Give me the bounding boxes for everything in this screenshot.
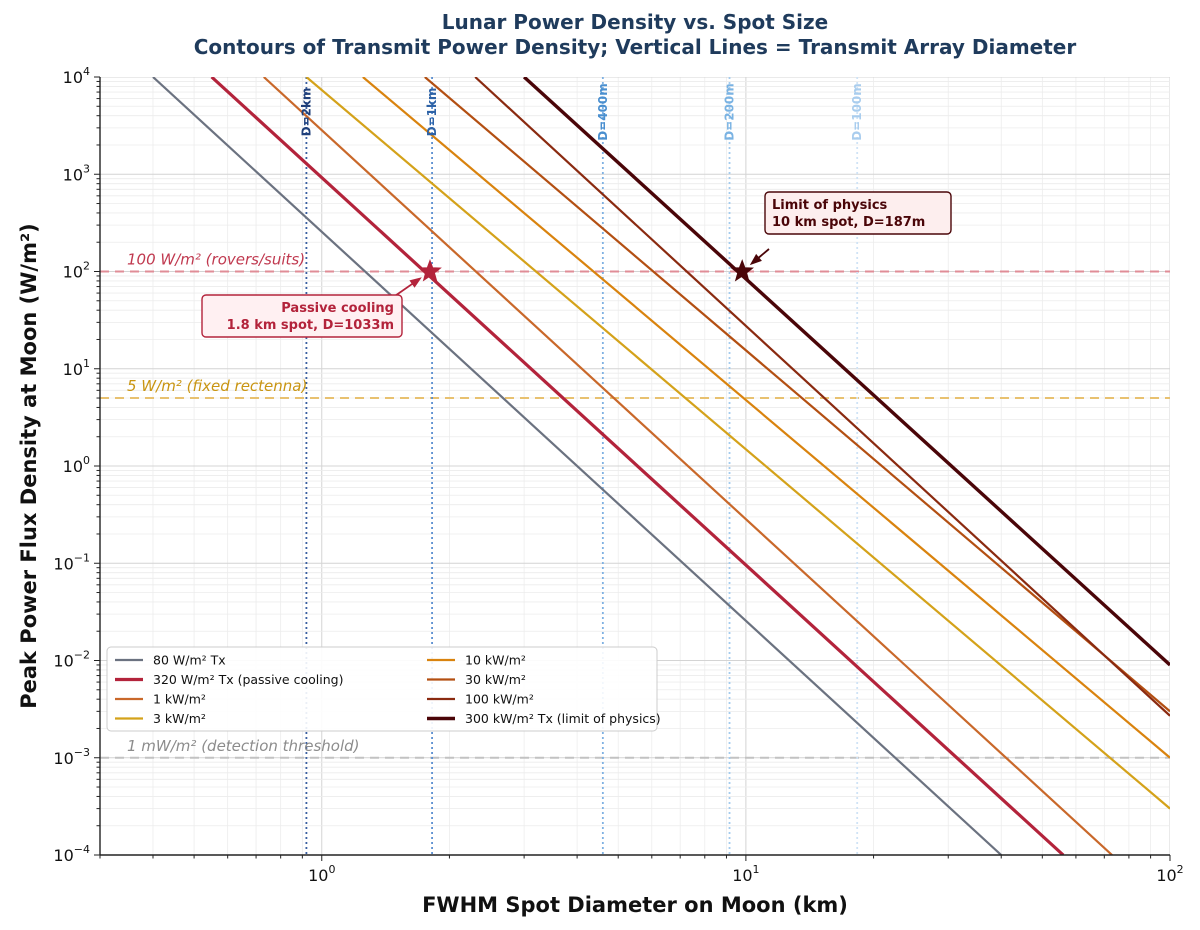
reference-line-label: 1 mW/m² (detection threshold): [127, 737, 360, 755]
series-line: [152, 77, 1002, 855]
series-line: [522, 77, 1170, 667]
chart-title: Lunar Power Density vs. Spot Size: [442, 10, 828, 34]
legend-label: 300 kW/m² Tx (limit of physics): [465, 711, 661, 726]
marker-star: [730, 259, 754, 282]
y-tick-label: 103: [63, 162, 90, 184]
y-tick-label: 101: [63, 357, 90, 379]
chart-subtitle: Contours of Transmit Power Density; Vert…: [194, 35, 1077, 59]
x-tick-label: 101: [732, 863, 759, 885]
marker-star: [418, 259, 442, 282]
series-lines: [152, 77, 1170, 855]
y-axis-label: Peak Power Flux Density at Moon (W/m²): [17, 223, 41, 709]
array-diameter-label: D=2km: [299, 88, 313, 137]
array-diameter-label: D=400m: [596, 83, 610, 141]
series-line: [424, 77, 1170, 713]
annotation-box: [201, 294, 403, 338]
series-line: [263, 77, 1113, 855]
y-tick-label: 104: [63, 65, 90, 87]
legend-box: [106, 646, 658, 732]
annotation-text: 10 km spot, D=187m: [772, 215, 925, 230]
array-diameter-label: D=1km: [425, 88, 439, 137]
series-line: [210, 77, 1065, 855]
reference-line-label: 5 W/m² (fixed rectenna): [127, 377, 307, 395]
y-tick-label: 100: [63, 454, 90, 476]
legend-label: 3 kW/m²: [153, 711, 206, 726]
legend-label: 30 kW/m²: [465, 672, 526, 687]
x-tick-label: 102: [1156, 863, 1183, 885]
series-line: [305, 77, 1170, 810]
array-diameter-label: D=100m: [850, 83, 864, 141]
annotation-arrowhead: [409, 277, 422, 288]
x-axis-label: FWHM Spot Diameter on Moon (km): [422, 893, 848, 917]
legend-label: 10 kW/m²: [465, 653, 526, 668]
y-tick-label: 10−2: [53, 649, 90, 671]
x-tick-label: 100: [308, 863, 335, 885]
annotation-arrowhead: [749, 253, 762, 266]
ticks: 100 101 102 10−4 10−3 10−2 10−1 100 101 102 103 104: [53, 65, 1183, 885]
grid: [100, 77, 1170, 855]
y-tick-label: 10−3: [53, 746, 90, 768]
annotation-box: [764, 191, 952, 235]
legend: 80 W/m² Tx 320 W/m² Tx (passive cooling) 1…: [106, 646, 661, 732]
y-tick-label: 10−1: [53, 551, 90, 573]
y-tick-label: 102: [63, 260, 90, 282]
legend-label: 1 kW/m²: [153, 692, 206, 707]
series-line: [362, 77, 1170, 759]
array-diameter-label: D=200m: [723, 83, 737, 141]
annotation-text: Limit of physics: [772, 198, 888, 213]
reference-line-label: 100 W/m² (rovers/suits): [127, 251, 305, 269]
legend-label: 80 W/m² Tx: [153, 653, 226, 668]
reference-lines: [100, 270, 1170, 759]
series-line: [474, 77, 1170, 717]
legend-label: 100 kW/m²: [465, 692, 534, 707]
annotation-text: Passive cooling: [281, 301, 394, 316]
annotations: 100 W/m² (rovers/suits) 5 W/m² (fixed rec…: [127, 83, 952, 755]
legend-label: 320 W/m² Tx (passive cooling): [153, 672, 343, 687]
y-tick-label: 10−4: [53, 843, 90, 865]
annotation-text: 1.8 km spot, D=1033m: [227, 318, 394, 333]
